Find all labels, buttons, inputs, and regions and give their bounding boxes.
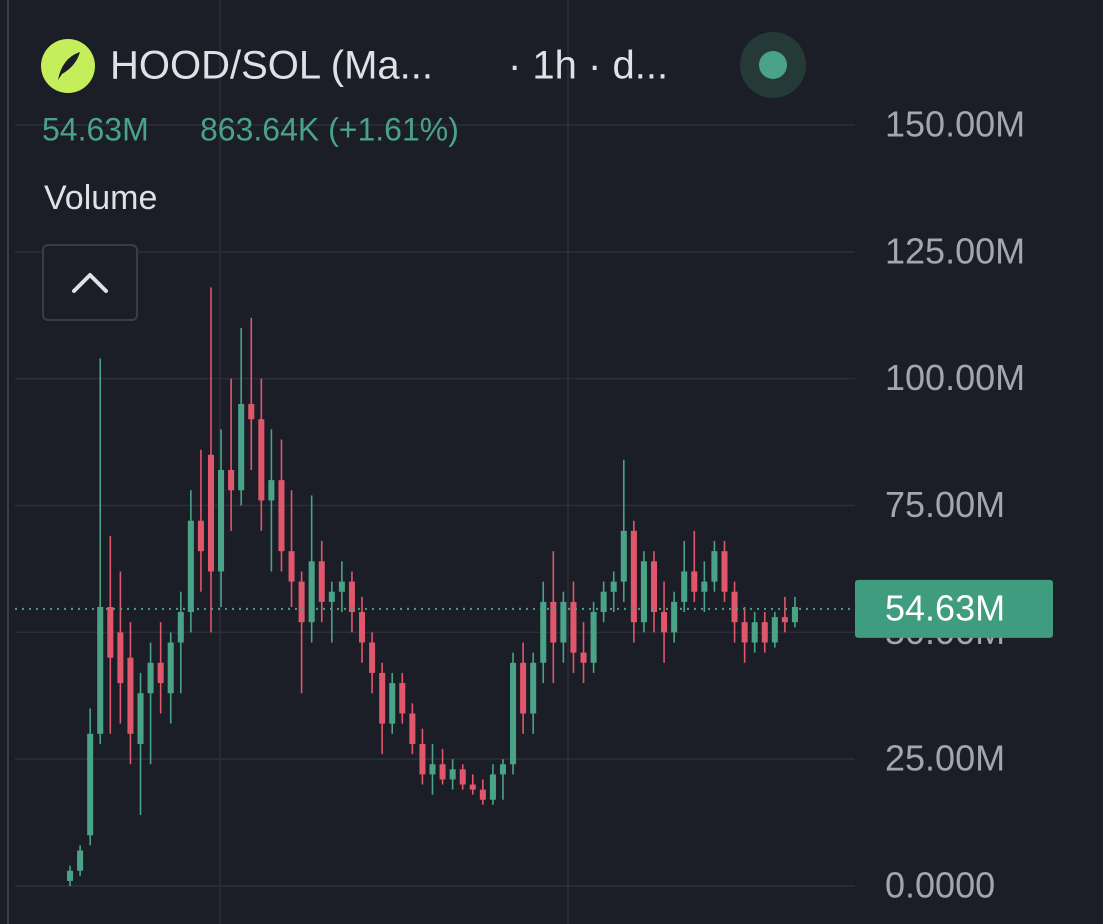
candle-body (288, 551, 295, 582)
plot (15, 124, 855, 887)
candle-body (278, 480, 285, 552)
chevron-icon (72, 273, 108, 293)
candle-body (530, 662, 537, 714)
candle-body (359, 612, 366, 643)
candle-body (691, 571, 698, 592)
indicator-label: Volume (44, 179, 157, 217)
candle-body (489, 774, 496, 800)
candle-body (318, 561, 325, 602)
status-dot (759, 51, 787, 79)
y-tick-label: 150.00M (885, 104, 1025, 145)
candle-body (197, 520, 204, 552)
candle-body (600, 591, 607, 613)
y-tick-label: 100.00M (885, 357, 1025, 398)
candle-body (661, 612, 668, 633)
candle-body (711, 551, 718, 582)
candle-body (117, 632, 124, 684)
candle-body (338, 581, 345, 592)
candle-body (590, 612, 597, 663)
y-tick-label: 75.00M (885, 484, 1005, 525)
candle-body (328, 591, 335, 602)
candle-body (671, 601, 678, 633)
candle-body (409, 713, 416, 744)
candle-body (449, 769, 456, 780)
candle-body (630, 530, 637, 623)
candle-body (177, 612, 184, 643)
logo-feather (58, 52, 80, 80)
y-tick-label: 25.00M (885, 738, 1005, 779)
candle-body (137, 693, 144, 744)
y-tick-label: 125.00M (885, 230, 1025, 271)
candle-body (479, 789, 486, 800)
candle-body (771, 617, 778, 643)
candle-body (731, 591, 738, 623)
change: 863.64K (+1.61%) (200, 111, 459, 147)
candle-body (308, 561, 315, 623)
candle-body (640, 561, 647, 623)
candle-body (348, 581, 355, 613)
candle-body (167, 642, 174, 694)
candle-body (248, 404, 255, 420)
candle-body (399, 683, 406, 714)
candle-body (570, 601, 577, 653)
candle-body (751, 622, 758, 643)
collapse-button[interactable] (42, 244, 138, 321)
last-price-tag (855, 579, 1053, 638)
candle-body (510, 662, 517, 765)
candle-body (520, 662, 527, 714)
candle-body (439, 764, 446, 780)
interval: · 1h · d... (508, 44, 668, 88)
candle-body (560, 601, 567, 643)
candle-body (620, 530, 627, 582)
candle-body (258, 419, 265, 501)
candle-body (580, 652, 587, 663)
candle-body (157, 662, 164, 684)
candle-body (218, 469, 225, 572)
candle-body (469, 784, 476, 790)
candle-body (499, 764, 506, 775)
candle-body (77, 850, 84, 871)
candle-body (721, 551, 728, 592)
candle-body (147, 662, 154, 694)
candle-body (761, 622, 768, 643)
pair-title: HOOD/SOL (Ma... (110, 44, 433, 88)
candle-body (298, 581, 305, 623)
candle-body (650, 561, 658, 613)
candle-body (228, 469, 235, 491)
candle-body (681, 571, 688, 602)
candle-body (741, 622, 748, 643)
candle-body (459, 769, 466, 785)
candle-body (610, 581, 617, 592)
candle-body (429, 764, 436, 775)
candle-body (550, 601, 557, 643)
candle-body (701, 581, 708, 592)
candle-body (781, 617, 788, 623)
last-value: 54.63M (42, 111, 149, 147)
candle-body (67, 870, 74, 881)
candle-body (540, 601, 547, 663)
candle-body (238, 404, 245, 491)
candle-body (107, 606, 114, 658)
candle-body (268, 480, 275, 501)
candle-body (791, 606, 798, 623)
candle-body (379, 672, 386, 724)
y-tick-label: 0.0000 (885, 865, 995, 906)
candle-body (389, 683, 396, 724)
candle-body (127, 657, 134, 734)
candle-body (419, 743, 426, 775)
last-price-label: 54.63M (885, 587, 1005, 628)
candle-body (97, 606, 104, 734)
candle-body (207, 454, 215, 572)
candle-body (87, 733, 94, 836)
candle-body (187, 520, 194, 613)
candle-body (369, 642, 376, 673)
